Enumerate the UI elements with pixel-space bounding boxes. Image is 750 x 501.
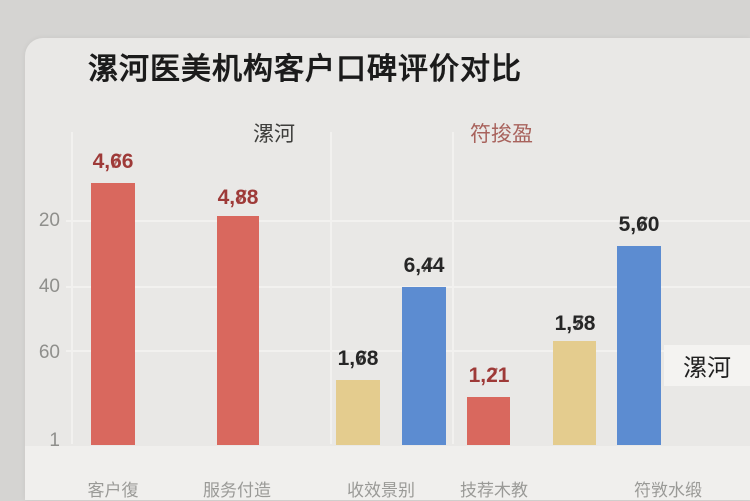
bar-3-yellow — [336, 380, 380, 445]
side-label-box: 漯河 — [664, 345, 750, 386]
y-tick-1: 1 — [49, 430, 60, 451]
y-tick-20: 20 — [38, 210, 60, 231]
legend-item-second-series: 符捘盈 — [470, 123, 533, 146]
gridline-v-left — [71, 132, 73, 444]
bar-5-value: 1,21 — [468, 364, 510, 387]
bar-4-value: 6,44 — [403, 254, 445, 277]
bar-4-blue — [402, 287, 446, 445]
gridline-v-right — [452, 132, 454, 444]
side-label-text: 漯河 — [683, 355, 731, 382]
x-label-3: 收效景别 — [347, 481, 415, 500]
bar-2-red — [217, 216, 259, 445]
gridline-v-mid — [330, 132, 332, 444]
legend-item-luohe: 漯河 — [253, 123, 295, 146]
bar-5-red — [467, 397, 510, 445]
bar-7-value: 5,60 — [618, 213, 660, 236]
bar-3-value: 1,68 — [337, 347, 379, 370]
bar-1-red — [91, 183, 135, 445]
chart-title: 漯河医美机构客户口碑评价对比 — [88, 53, 522, 86]
bar-2-value: 4,88 — [217, 186, 259, 209]
bar-7-blue — [617, 246, 661, 445]
x-label-4: 技荐木教 — [460, 481, 528, 500]
bar-6-value: 1,58 — [554, 312, 596, 335]
x-label-2: 服务付造 — [203, 481, 271, 500]
x-label-1: 客户復 — [87, 481, 139, 500]
x-label-5: 符敩水缎 — [634, 481, 702, 500]
gridline-h-20 — [66, 220, 750, 222]
y-tick-40: 40 — [38, 276, 60, 297]
bar-6-yellow — [553, 341, 596, 445]
y-tick-60: 60 — [38, 342, 60, 363]
bar-1-value: 4,66 — [92, 150, 134, 173]
axis-footer-strip — [25, 446, 750, 500]
